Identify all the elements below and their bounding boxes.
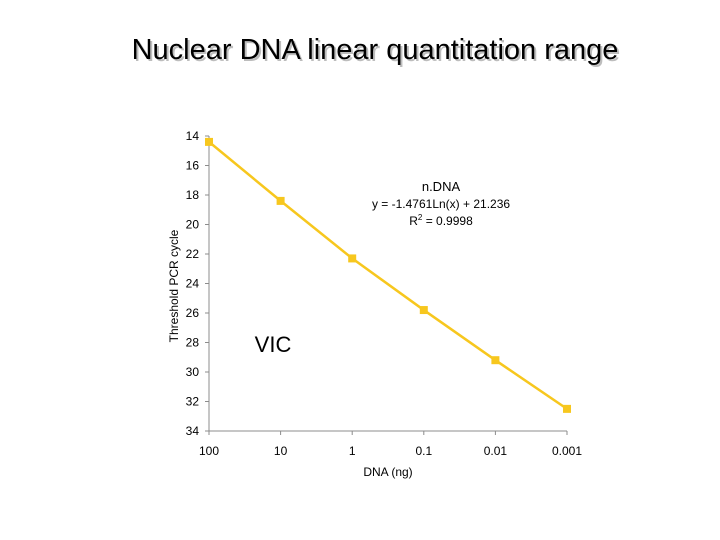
y-tick-label: 24 bbox=[186, 277, 200, 291]
y-tick-label: 14 bbox=[186, 129, 200, 143]
x-tick-label: 0.01 bbox=[484, 444, 508, 458]
x-tick-label: 1 bbox=[349, 444, 356, 458]
trendline-equation: y = -1.4761Ln(x) + 21.236 bbox=[372, 197, 510, 211]
y-tick-label: 18 bbox=[186, 188, 200, 202]
r2-superscript: 2 bbox=[418, 213, 423, 222]
page-title: Nuclear DNA linear quantitation range bbox=[131, 34, 619, 66]
series-label: n.DNA bbox=[422, 179, 461, 194]
y-tick-label: 22 bbox=[186, 247, 200, 261]
y-tick-label: 32 bbox=[186, 395, 200, 409]
data-point bbox=[491, 356, 500, 365]
y-tick-label: 28 bbox=[186, 336, 200, 350]
y-tick-label: 26 bbox=[186, 306, 200, 320]
r2-value: = 0.9998 bbox=[422, 214, 473, 228]
chart-axes: 14 16 18 20 22 24 26 28 30 32 34 100 10 1 0.1 0.01 0.001 bbox=[186, 129, 583, 458]
data-point bbox=[563, 404, 571, 413]
y-tick-label: 34 bbox=[186, 424, 200, 438]
x-tick-label: 0.001 bbox=[552, 444, 582, 458]
x-tick-label: 10 bbox=[274, 444, 288, 458]
y-axis-title: Threshold PCR cycle bbox=[167, 229, 181, 342]
x-axis-title: DNA (ng) bbox=[363, 465, 412, 479]
r-squared-label: R2 = 0.9998 bbox=[409, 213, 473, 228]
x-tick-label: 0.1 bbox=[415, 444, 432, 458]
x-tick-label: 100 bbox=[199, 444, 219, 458]
data-point bbox=[348, 254, 357, 263]
r2-prefix: R bbox=[409, 214, 418, 228]
y-tick-label: 16 bbox=[186, 159, 200, 173]
chart-marks bbox=[205, 137, 571, 413]
data-point bbox=[419, 306, 428, 315]
data-point bbox=[276, 196, 285, 205]
data-point bbox=[205, 137, 213, 146]
dye-label: VIC bbox=[255, 332, 292, 357]
y-tick-label: 30 bbox=[186, 365, 200, 379]
y-tick-label: 20 bbox=[186, 218, 200, 232]
series-line bbox=[208, 140, 568, 410]
